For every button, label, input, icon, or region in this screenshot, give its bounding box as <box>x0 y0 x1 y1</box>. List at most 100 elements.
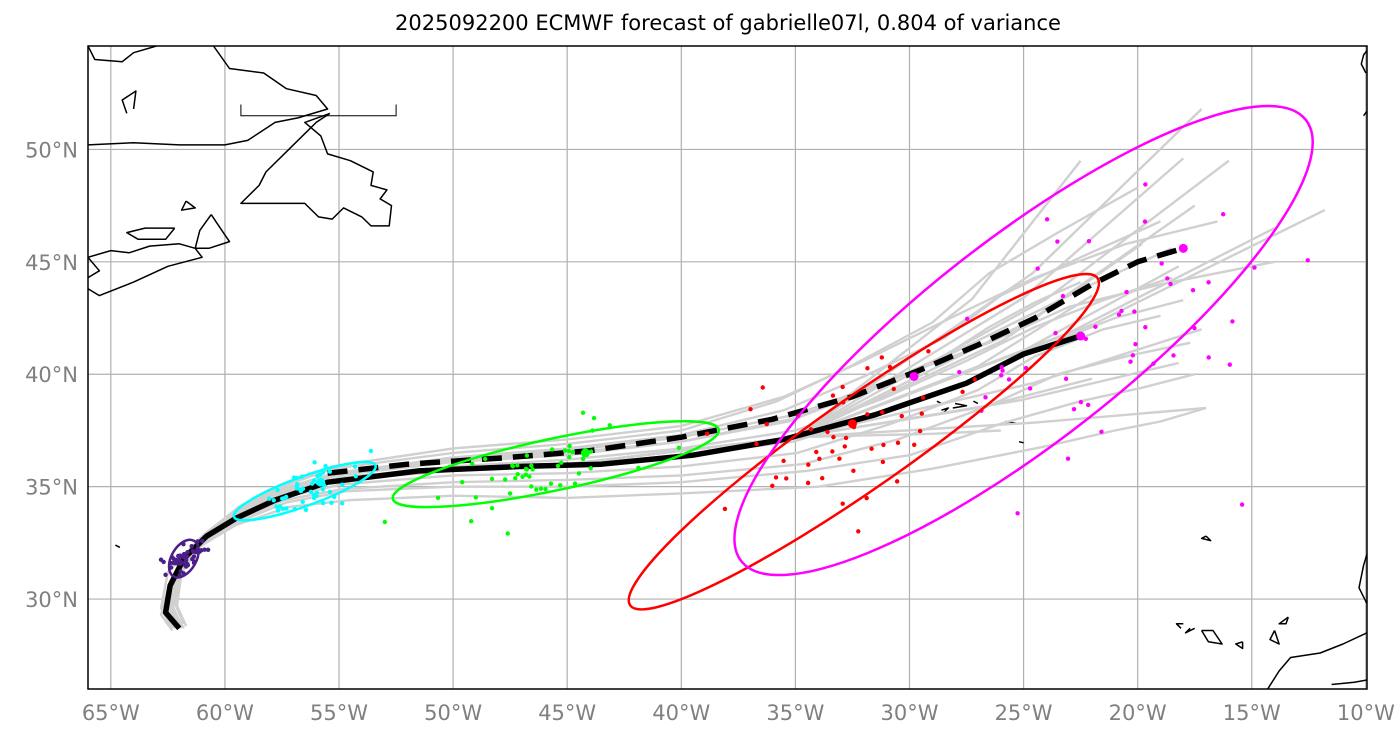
magenta-point <box>1168 281 1173 287</box>
red-point <box>894 479 900 484</box>
magenta-point <box>1143 182 1148 187</box>
red-point <box>808 427 814 432</box>
cyan-point <box>275 487 280 493</box>
green-point <box>580 410 586 415</box>
coastline <box>1269 630 1280 645</box>
cyan-point <box>340 482 345 487</box>
x-tick-label: 50°W <box>424 701 482 725</box>
red-point <box>880 410 885 415</box>
mean-position-marker <box>1178 243 1188 253</box>
coastline <box>1200 629 1223 645</box>
purple-point <box>199 548 204 553</box>
spread-ellipses <box>167 104 1314 611</box>
green-point <box>489 476 495 482</box>
green-point <box>513 476 518 481</box>
purple-point <box>163 572 168 577</box>
cyan-point <box>308 489 314 495</box>
magenta-point <box>1142 219 1148 224</box>
mean-positions <box>316 243 1188 487</box>
coastlines <box>88 46 1367 689</box>
red-point <box>919 411 924 416</box>
green-point <box>502 477 508 482</box>
cyan-point <box>327 489 333 495</box>
magenta-point <box>999 373 1004 378</box>
magenta-point <box>1252 265 1257 270</box>
magenta-point <box>1227 362 1233 367</box>
magenta-point <box>1065 456 1071 461</box>
cyan-point <box>300 499 305 505</box>
coastline <box>1018 440 1024 444</box>
green-point <box>548 481 554 486</box>
magenta-point <box>964 316 970 322</box>
magenta-point <box>1190 287 1196 293</box>
green-point <box>524 467 530 472</box>
red-ellipse <box>627 272 1101 611</box>
red-point <box>831 434 836 440</box>
green-point <box>382 519 388 525</box>
green-point <box>607 423 612 428</box>
green-point <box>505 531 510 536</box>
gridlines <box>88 46 1367 689</box>
red-point <box>865 366 870 371</box>
green-point <box>534 487 539 492</box>
red-point <box>748 406 753 412</box>
red-point <box>856 529 861 534</box>
magenta-point <box>983 395 988 400</box>
green-point <box>527 474 532 479</box>
magenta-point <box>1305 258 1310 263</box>
red-point <box>920 395 926 400</box>
magenta-point <box>1023 365 1029 371</box>
red-point <box>784 476 789 481</box>
coastline <box>1331 679 1367 686</box>
cyan-point <box>303 507 309 513</box>
cyan-point <box>312 460 317 465</box>
x-tick-label: 40°W <box>652 701 710 725</box>
magenta-point <box>1206 280 1211 285</box>
red-point <box>805 480 811 486</box>
cyan-point <box>329 500 334 505</box>
ensemble-tracks <box>159 108 1326 632</box>
coastline <box>952 402 968 409</box>
magenta-point <box>1133 341 1138 347</box>
coastline <box>973 400 979 405</box>
mean-tracks <box>162 245 1185 631</box>
cyan-point <box>275 508 281 513</box>
red-point <box>760 385 765 390</box>
cyan-point <box>295 482 300 487</box>
green-point <box>588 466 593 471</box>
magenta-point <box>1099 429 1104 435</box>
green-point <box>538 486 544 491</box>
red-point <box>806 462 811 467</box>
cyan-point <box>311 492 317 497</box>
green-point <box>570 449 575 455</box>
magenta-point <box>1159 261 1164 266</box>
coastline <box>88 46 157 63</box>
cyan-point <box>353 474 358 479</box>
coastline <box>1358 553 1367 604</box>
plot-area <box>88 46 1367 689</box>
red-point <box>704 431 710 436</box>
red-point <box>830 393 836 398</box>
red-point <box>879 355 885 360</box>
cyan-point <box>339 501 345 506</box>
red-point <box>843 435 849 441</box>
green-point <box>515 472 520 477</box>
green-point <box>530 467 535 472</box>
green-point <box>435 495 441 501</box>
cyan-point <box>267 496 272 501</box>
cyan-point <box>271 498 276 503</box>
magenta-point <box>1078 399 1084 405</box>
red-point <box>917 428 923 434</box>
green-point <box>523 472 529 477</box>
green-point <box>510 463 515 468</box>
purple-point <box>191 549 196 554</box>
coastline <box>240 112 393 227</box>
red-point <box>880 459 886 465</box>
green-point <box>482 456 488 462</box>
red-point <box>891 386 896 392</box>
cyan-ellipse <box>232 460 377 522</box>
red-point <box>960 389 965 395</box>
coastline <box>121 90 137 114</box>
coastline <box>88 46 329 146</box>
